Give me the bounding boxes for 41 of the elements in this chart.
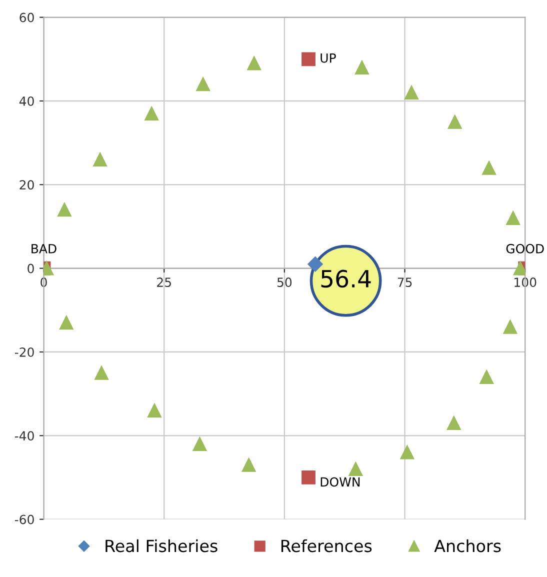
point (448, 114, 462, 129)
point (354, 60, 369, 74)
data-label: UP (320, 53, 336, 63)
legend-label: References (281, 539, 372, 552)
point (400, 445, 414, 460)
point (480, 370, 494, 384)
point (404, 86, 418, 100)
point (58, 202, 72, 217)
y-tick-label: -40 (14, 431, 34, 441)
point (308, 256, 323, 272)
data-label: DOWN (320, 477, 360, 487)
x-tick-label: 75 (398, 278, 412, 288)
annotation: 56.4 (321, 270, 371, 288)
point (59, 316, 74, 330)
x-tick-label: 100 (514, 278, 536, 288)
point (94, 366, 108, 380)
point (144, 106, 159, 120)
data-label: GOOD (506, 244, 544, 254)
point (503, 320, 518, 334)
point (242, 458, 256, 472)
x-tick-label: 25 (157, 278, 171, 288)
y-tick-label: 0 (28, 264, 34, 274)
y-tick-label: -60 (14, 514, 34, 524)
data-label: BAD (32, 244, 56, 254)
point (506, 211, 520, 226)
legend-label: Anchors (434, 539, 501, 552)
legend-label: Real Fisheries (106, 539, 218, 552)
point (192, 437, 207, 451)
x-tick-label: 50 (277, 278, 292, 288)
point (348, 462, 363, 476)
y-tick-label: -20 (14, 347, 34, 357)
point (93, 152, 108, 166)
point (196, 77, 210, 92)
y-tick-label: 40 (19, 96, 34, 106)
y-tick-label: 60 (20, 12, 34, 22)
x-tick-label: 0 (40, 278, 47, 288)
point (148, 404, 162, 418)
y-tick-label: 20 (20, 180, 34, 190)
point (247, 56, 262, 70)
point (446, 416, 461, 430)
point (482, 160, 496, 175)
